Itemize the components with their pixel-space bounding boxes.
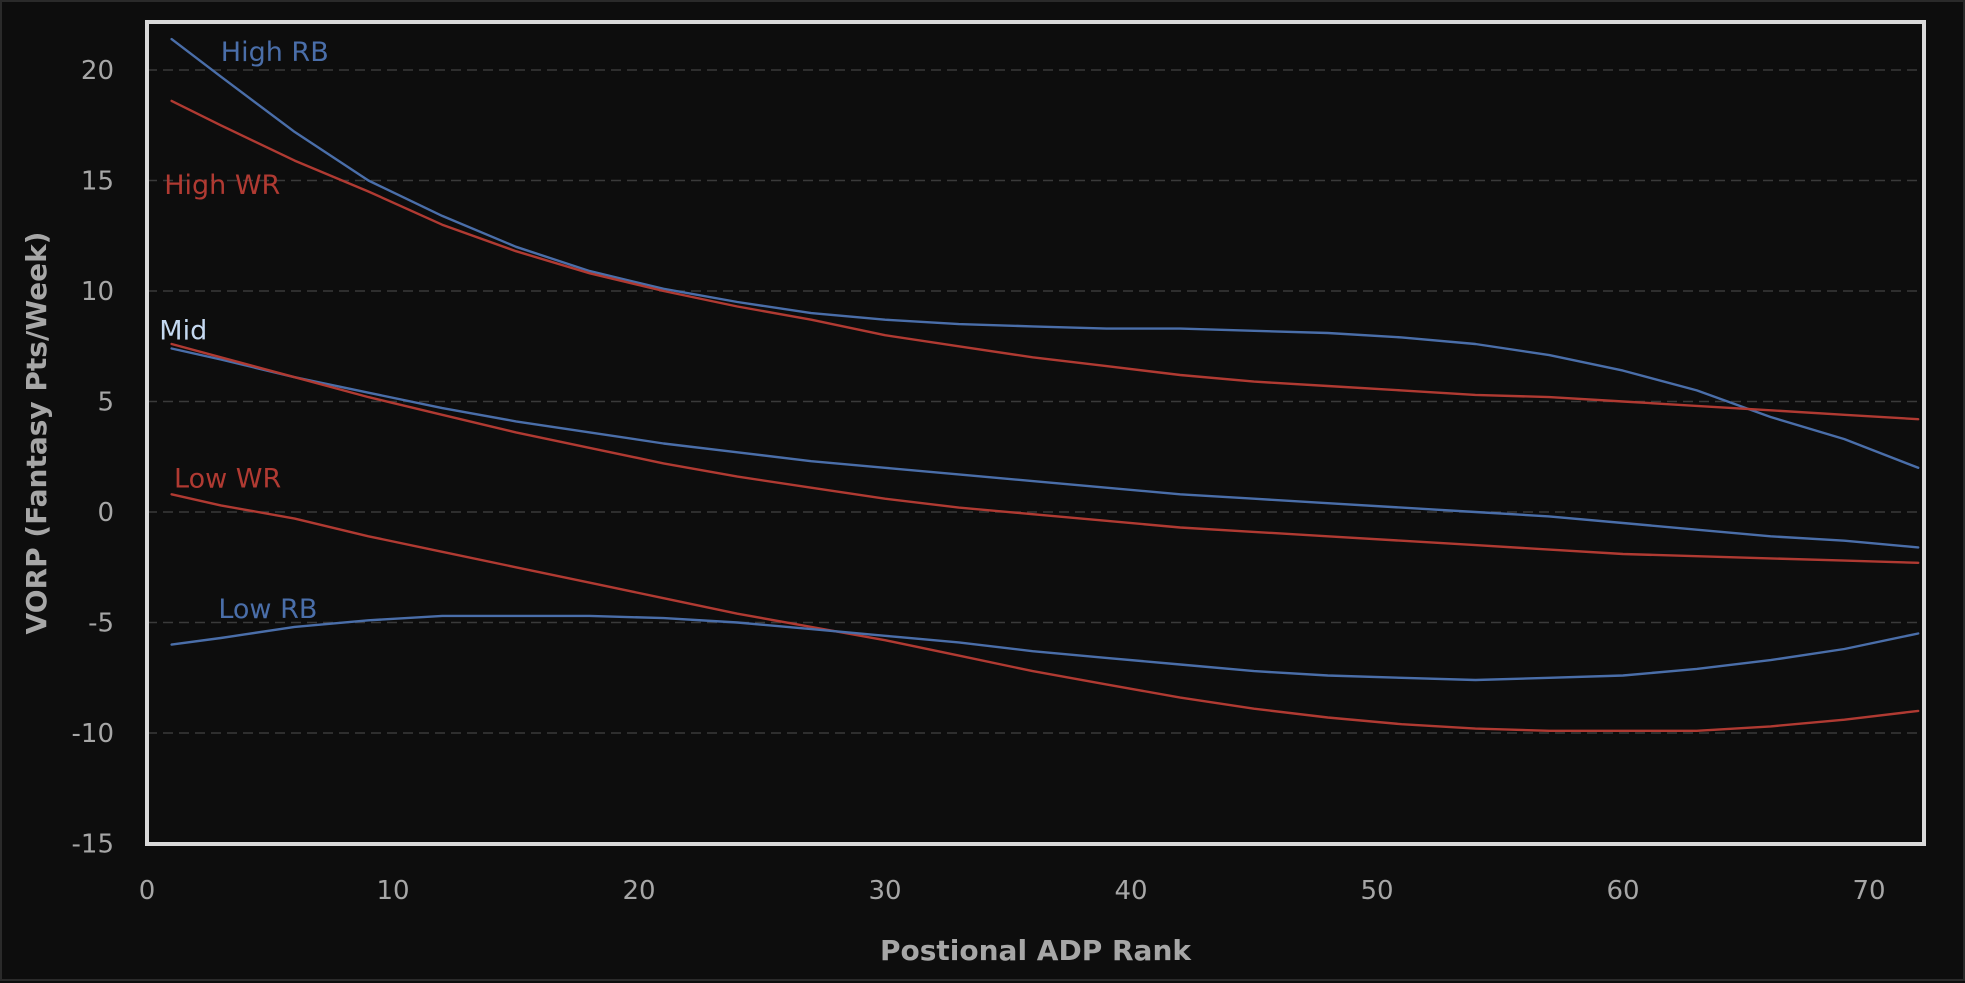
y-axis-ticks: -15 -10 -5 0 5 10 15 20 — [72, 56, 114, 860]
series-line-mid-rb — [170, 347, 1920, 549]
x-tick-label: 40 — [1114, 876, 1147, 906]
x-tick-label: 20 — [622, 876, 655, 906]
x-axis-ticks: 0 10 20 30 40 50 60 70 — [139, 876, 1886, 906]
series-label-high-rb: High RB — [221, 37, 329, 68]
x-tick-label: 70 — [1852, 876, 1885, 906]
series-label-mid: Mid — [159, 316, 207, 347]
series-label-low-wr: Low WR — [174, 464, 281, 495]
x-tick-label: 50 — [1360, 876, 1393, 906]
series-line-low-rb — [170, 614, 1920, 682]
series-line-low-wr — [170, 493, 1920, 732]
y-tick-label: -5 — [88, 609, 114, 639]
x-tick-label: 60 — [1606, 876, 1639, 906]
series-line-high-wr — [170, 99, 1920, 421]
gridlines — [147, 69, 1924, 734]
y-tick-label: 5 — [97, 388, 114, 418]
series-label-low-rb: Low RB — [218, 594, 317, 625]
y-tick-label: 15 — [81, 167, 114, 197]
y-tick-label: 20 — [81, 56, 114, 86]
series-line-mid-wr — [170, 342, 1920, 564]
series-labels: High RB High WR Mid Low WR Low RB — [159, 37, 328, 625]
x-axis-title: Postional ADP Rank — [880, 934, 1192, 967]
series-label-high-wr: High WR — [164, 170, 280, 201]
x-tick-label: 30 — [868, 876, 901, 906]
series-lines — [170, 37, 1920, 732]
y-tick-label: 0 — [97, 498, 114, 528]
y-axis-title: VORP (Fantasy Pts/Week) — [20, 232, 53, 635]
y-tick-label: -15 — [72, 830, 114, 860]
y-tick-label: 10 — [81, 277, 114, 307]
plot-area-border — [145, 20, 1926, 846]
y-tick-label: -10 — [72, 719, 114, 749]
x-tick-label: 10 — [376, 876, 409, 906]
x-tick-label: 0 — [139, 876, 156, 906]
series-line-high-rb — [170, 37, 1920, 469]
